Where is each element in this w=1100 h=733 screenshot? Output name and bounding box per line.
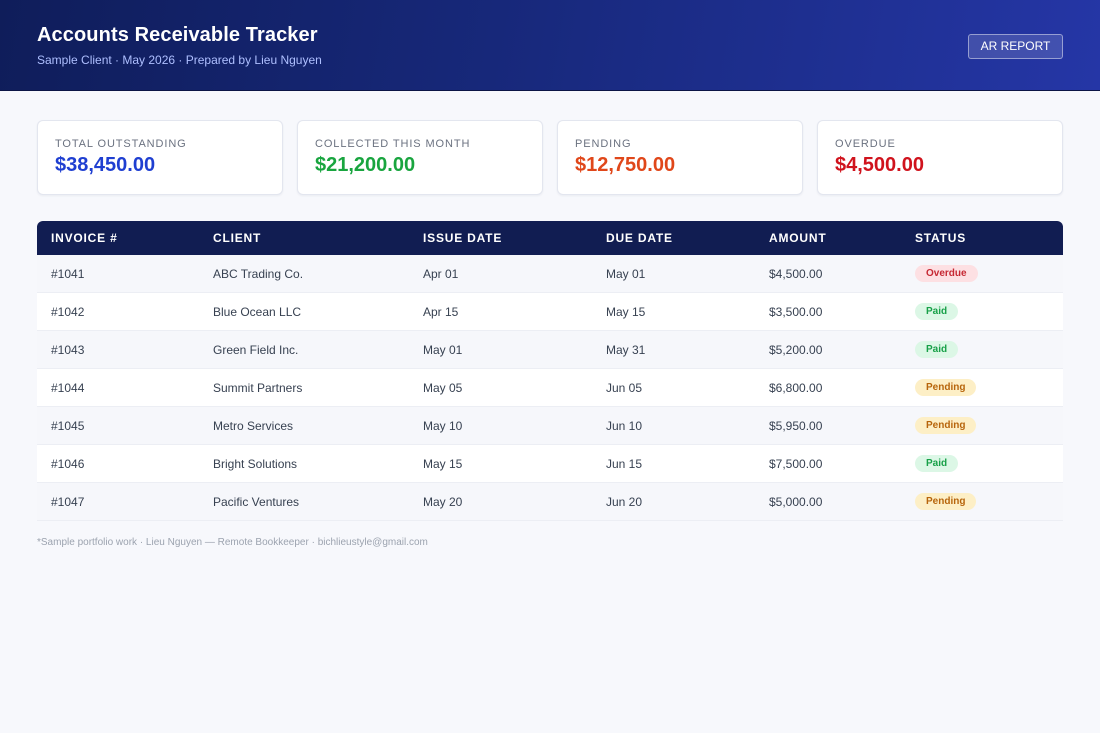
column-header-invoice[interactable]: INVOICE # [51,231,118,245]
due-date-cell: Jun 15 [592,444,755,483]
status-badge: Paid [915,455,959,472]
due-date-cell: Jun 10 [592,406,755,445]
amount-cell: $5,000.00 [755,482,901,521]
summary-card-label: PENDING [575,138,632,150]
status-cell: Overdue [901,255,1063,293]
amount-cell: $6,800.00 [755,368,901,407]
invoice-table-container: INVOICE # CLIENT ISSUE DATE DUE DATE AMO… [37,221,1063,521]
issue-date-cell: May 10 [409,406,592,445]
table-row[interactable]: #1041 ABC Trading Co. Apr 01 May 01 $4,500.0… [37,255,1063,293]
summary-card-value: $4,500.00 [835,154,924,176]
summary-card-total-outstanding: TOTAL OUTSTANDING $38,450.00 [37,120,283,195]
due-date-cell: May 01 [592,255,755,293]
invoice-number-cell: #1043 [37,330,199,369]
column-header-client[interactable]: CLIENT [213,231,262,245]
issue-date-cell: Apr 01 [409,255,592,293]
page-subtitle: Sample Client · May 2026 · Prepared by L… [37,53,322,67]
status-cell: Paid [901,292,1063,331]
column-header-status[interactable]: STATUS [915,231,967,245]
amount-cell: $7,500.00 [755,444,901,483]
client-name-cell: Blue Ocean LLC [199,292,409,331]
summary-card-value: $12,750.00 [575,154,676,176]
status-badge: Pending [915,417,977,434]
invoice-table: INVOICE # CLIENT ISSUE DATE DUE DATE AMO… [37,221,1063,521]
summary-card-label: COLLECTED THIS MONTH [315,138,471,150]
column-header-issue-date[interactable]: ISSUE DATE [423,231,503,245]
client-name-cell: Pacific Ventures [199,482,409,521]
table-row[interactable]: #1047 Pacific Ventures May 20 Jun 20 $5,000.… [37,482,1063,521]
status-badge: Paid [915,341,959,358]
column-header-due-date[interactable]: DUE DATE [606,231,673,245]
issue-date-cell: May 01 [409,330,592,369]
summary-card-collected: COLLECTED THIS MONTH $21,200.00 [297,120,543,195]
issue-date-cell: May 20 [409,482,592,521]
due-date-cell: May 31 [592,330,755,369]
summary-cards: TOTAL OUTSTANDING $38,450.00 COLLECTED T… [37,120,1063,195]
amount-cell: $4,500.00 [755,255,901,293]
status-cell: Paid [901,330,1063,369]
client-name-cell: Summit Partners [199,368,409,407]
issue-date-cell: May 15 [409,444,592,483]
summary-card-overdue: OVERDUE $4,500.00 [817,120,1063,195]
summary-card-value: $38,450.00 [55,154,156,176]
invoice-number-cell: #1044 [37,368,199,407]
status-badge: Pending [915,379,977,396]
amount-cell: $3,500.00 [755,292,901,331]
status-cell: Pending [901,368,1063,407]
page-title: Accounts Receivable Tracker [37,24,318,46]
summary-card-pending: PENDING $12,750.00 [557,120,803,195]
table-header-row: INVOICE # CLIENT ISSUE DATE DUE DATE AMO… [37,221,1063,255]
invoice-number-cell: #1046 [37,444,199,483]
invoice-number-cell: #1042 [37,292,199,331]
table-row[interactable]: #1042 Blue Ocean LLC Apr 15 May 15 $3,500.00… [37,292,1063,331]
amount-cell: $5,200.00 [755,330,901,369]
table-row[interactable]: #1043 Green Field Inc. May 01 May 31 $5,200.… [37,330,1063,369]
table-row[interactable]: #1044 Summit Partners May 05 Jun 05 $6,800.0… [37,368,1063,407]
client-name-cell: Bright Solutions [199,444,409,483]
status-badge: Pending [915,493,977,510]
page-header: Accounts Receivable Tracker Sample Clien… [0,0,1100,91]
due-date-cell: May 15 [592,292,755,331]
summary-card-label: TOTAL OUTSTANDING [55,138,187,150]
summary-card-label: OVERDUE [835,138,896,150]
client-name-cell: Green Field Inc. [199,330,409,369]
status-cell: Pending [901,482,1063,521]
status-badge: Paid [915,303,959,320]
client-name-cell: Metro Services [199,406,409,445]
status-cell: Pending [901,406,1063,445]
due-date-cell: Jun 05 [592,368,755,407]
status-badge: Overdue [915,265,978,282]
summary-card-value: $21,200.00 [315,154,416,176]
status-cell: Paid [901,444,1063,483]
column-header-amount[interactable]: AMOUNT [769,231,827,245]
invoice-number-cell: #1045 [37,406,199,445]
client-name-cell: ABC Trading Co. [199,255,409,293]
invoice-number-cell: #1047 [37,482,199,521]
due-date-cell: Jun 20 [592,482,755,521]
footer-note: *Sample portfolio work · Lieu Nguyen — R… [37,537,428,548]
issue-date-cell: Apr 15 [409,292,592,331]
amount-cell: $5,950.00 [755,406,901,445]
table-row[interactable]: #1045 Metro Services May 10 Jun 10 $5,950.00… [37,406,1063,445]
table-row[interactable]: #1046 Bright Solutions May 15 Jun 15 $7,500.… [37,444,1063,483]
invoice-number-cell: #1041 [37,255,199,293]
ar-report-button[interactable]: AR REPORT [968,34,1063,59]
issue-date-cell: May 05 [409,368,592,407]
